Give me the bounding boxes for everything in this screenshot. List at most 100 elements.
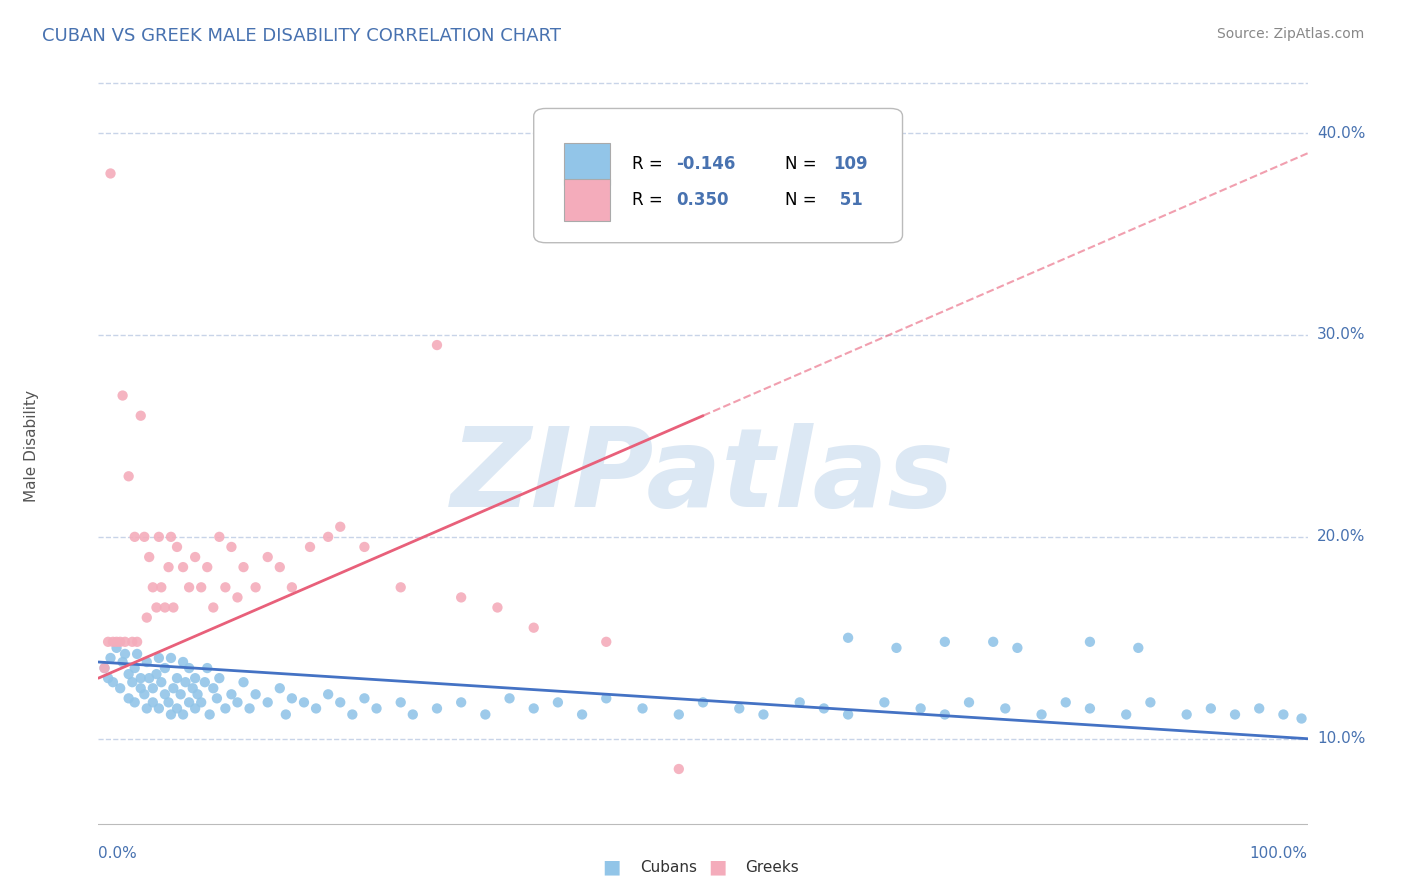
Point xyxy=(190,695,212,709)
Point xyxy=(172,707,194,722)
Point xyxy=(100,651,122,665)
Point xyxy=(813,701,835,715)
Point xyxy=(157,560,180,574)
Point xyxy=(329,695,352,709)
Point xyxy=(232,675,254,690)
Text: Male Disability: Male Disability xyxy=(24,390,39,502)
FancyBboxPatch shape xyxy=(564,179,610,221)
Point xyxy=(194,675,217,690)
Point xyxy=(127,635,149,649)
Text: 20.0%: 20.0% xyxy=(1317,529,1365,544)
Point xyxy=(450,695,472,709)
Point xyxy=(426,338,449,352)
Point xyxy=(281,580,304,594)
Point xyxy=(353,540,375,554)
Point xyxy=(190,580,212,594)
Point xyxy=(208,530,231,544)
Point xyxy=(547,695,569,709)
Point xyxy=(789,695,811,709)
Point xyxy=(157,695,180,709)
Point xyxy=(366,701,388,715)
Point xyxy=(226,695,249,709)
Point xyxy=(108,635,131,649)
Text: ■: ■ xyxy=(602,857,621,877)
Text: R =: R = xyxy=(631,191,668,209)
Point xyxy=(111,655,134,669)
Point xyxy=(129,681,152,696)
Point xyxy=(108,681,131,696)
Point xyxy=(100,166,122,180)
Point xyxy=(162,681,184,696)
Text: 30.0%: 30.0% xyxy=(1317,327,1365,343)
Point xyxy=(226,591,249,605)
Point xyxy=(837,631,859,645)
Point xyxy=(1199,701,1222,715)
Point xyxy=(93,661,115,675)
Point xyxy=(181,681,204,696)
Point xyxy=(316,530,339,544)
Point xyxy=(93,661,115,675)
Point xyxy=(172,560,194,574)
Point xyxy=(1139,695,1161,709)
Point xyxy=(281,691,304,706)
Point xyxy=(486,600,509,615)
Text: Greeks: Greeks xyxy=(745,860,799,874)
Text: -0.146: -0.146 xyxy=(676,155,735,173)
Point xyxy=(114,647,136,661)
Point xyxy=(595,635,617,649)
Point xyxy=(214,580,236,594)
Point xyxy=(692,695,714,709)
Point xyxy=(292,695,315,709)
Point xyxy=(202,681,225,696)
Point xyxy=(1223,707,1246,722)
Point xyxy=(124,695,146,709)
Text: 100.0%: 100.0% xyxy=(1250,846,1308,861)
Point xyxy=(142,695,165,709)
Point xyxy=(1031,707,1053,722)
Point xyxy=(269,560,291,574)
Point xyxy=(179,695,201,709)
Point xyxy=(179,661,201,675)
Point xyxy=(166,540,188,554)
Text: N =: N = xyxy=(785,155,823,173)
Point xyxy=(353,691,375,706)
Point xyxy=(134,687,156,701)
Text: 109: 109 xyxy=(834,155,869,173)
Point xyxy=(402,707,425,722)
Point xyxy=(105,640,128,655)
Point xyxy=(153,661,176,675)
Text: ZIPatlas: ZIPatlas xyxy=(451,423,955,530)
Point xyxy=(1115,707,1137,722)
Point xyxy=(124,661,146,675)
Point xyxy=(873,695,896,709)
Point xyxy=(214,701,236,715)
Point xyxy=(910,701,932,715)
Point xyxy=(135,655,157,669)
Point xyxy=(1249,701,1271,715)
Point xyxy=(138,549,160,564)
Text: 51: 51 xyxy=(834,191,862,209)
Point xyxy=(97,635,120,649)
Point xyxy=(148,530,170,544)
Point xyxy=(342,707,364,722)
Point xyxy=(1078,635,1101,649)
Point xyxy=(450,591,472,605)
Point xyxy=(256,549,278,564)
Point xyxy=(179,580,201,594)
Point xyxy=(886,640,908,655)
Point xyxy=(305,701,328,715)
Point xyxy=(269,681,291,696)
Point xyxy=(208,671,231,685)
Point xyxy=(121,675,143,690)
Point xyxy=(195,560,218,574)
Text: CUBAN VS GREEK MALE DISABILITY CORRELATION CHART: CUBAN VS GREEK MALE DISABILITY CORRELATI… xyxy=(42,27,561,45)
Point xyxy=(256,695,278,709)
Point xyxy=(184,701,207,715)
FancyBboxPatch shape xyxy=(564,143,610,186)
Point xyxy=(994,701,1017,715)
Point xyxy=(134,530,156,544)
Point xyxy=(138,671,160,685)
Point xyxy=(124,530,146,544)
Point xyxy=(148,701,170,715)
Text: Cubans: Cubans xyxy=(640,860,697,874)
